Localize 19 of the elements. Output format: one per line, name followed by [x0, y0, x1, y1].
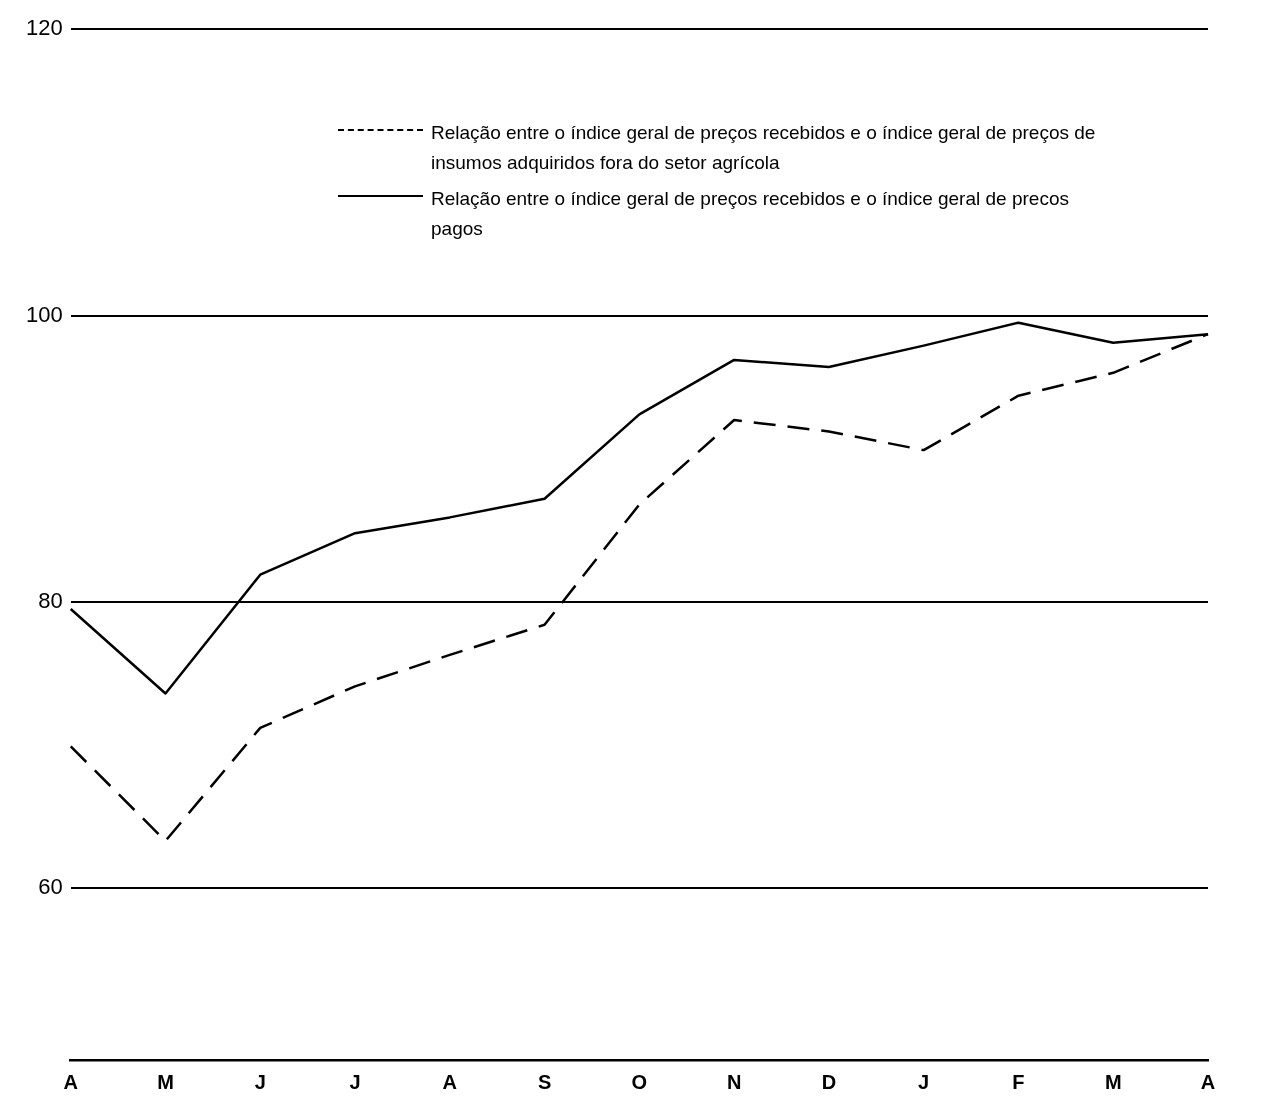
x-tick-label: F [1012, 1070, 1025, 1093]
x-tick-label: A [1200, 1070, 1216, 1093]
y-tick-label: 100 [25, 301, 63, 327]
x-tick-label: A [63, 1070, 78, 1093]
x-tick-label: M [1104, 1070, 1122, 1093]
y-tick-label: 80 [38, 587, 63, 613]
x-tick-label: J [254, 1070, 266, 1093]
x-tick-label: A [442, 1070, 458, 1093]
x-tick-label: S [537, 1070, 552, 1093]
x-tick-label: O [631, 1070, 648, 1093]
x-tick-label: M [157, 1070, 174, 1093]
x-tick-label: N [726, 1070, 742, 1093]
y-tick-label: 120 [25, 15, 63, 41]
y-tick-label: 60 [38, 874, 63, 900]
x-tick-label: J [349, 1070, 361, 1093]
legend-label: Relação entre o índice geral de preços recebidos e o índice geral de precos pagos [431, 187, 1070, 241]
x-tick-label: J [918, 1070, 930, 1093]
legend-label: Relação entre o índice geral de preços recebidos e o índice geral de preços de insumos adquiridos fora do setor agrícola [431, 121, 1097, 175]
x-tick-label: D [821, 1070, 837, 1093]
